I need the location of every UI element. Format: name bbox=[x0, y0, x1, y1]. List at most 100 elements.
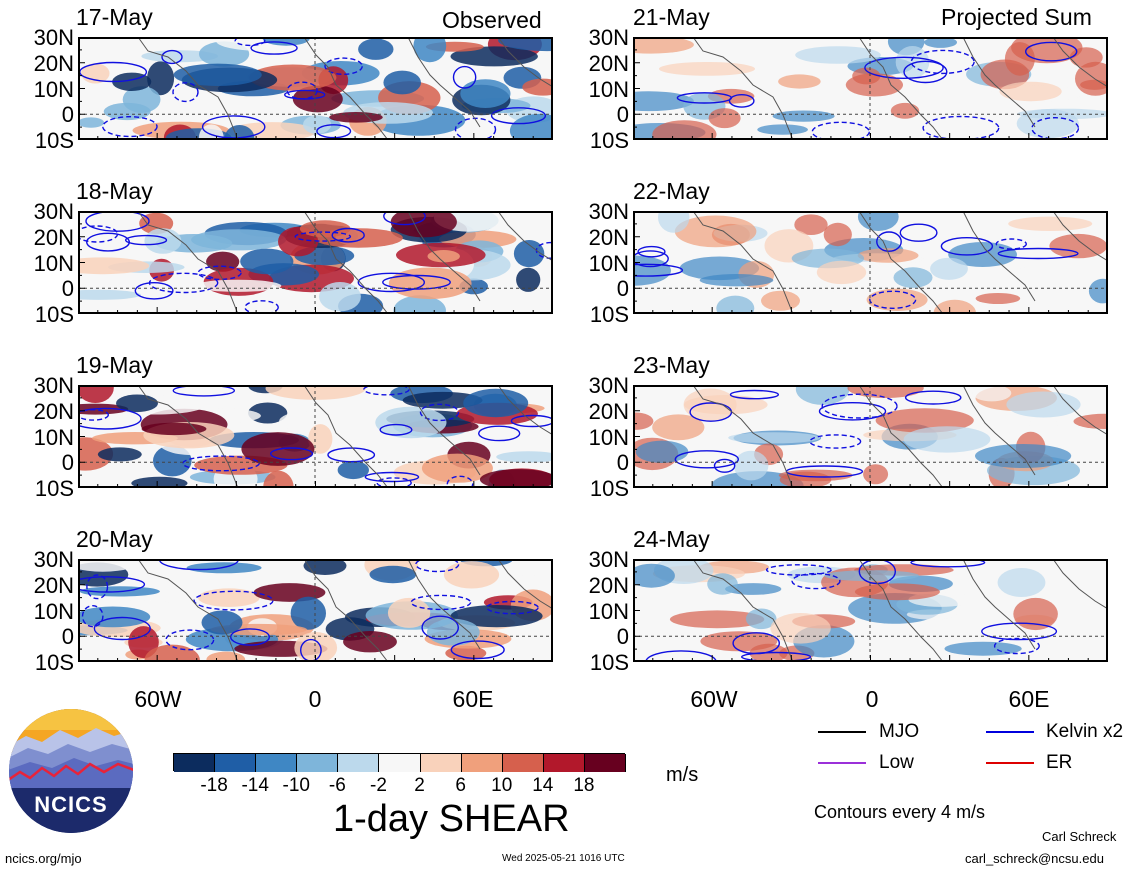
lat-label: 20N bbox=[588, 224, 629, 250]
colorbar-swatch bbox=[543, 754, 585, 772]
contour-note: Contours every 4 m/s bbox=[814, 802, 986, 822]
panel-date-label: 18-May bbox=[76, 178, 153, 204]
legend-line-mjo bbox=[818, 731, 866, 733]
lon-label-60w-right: 60W bbox=[690, 686, 738, 712]
legend-line-er bbox=[986, 762, 1034, 764]
lat-label: 0 bbox=[61, 624, 74, 650]
lat-label: 10S bbox=[589, 476, 629, 501]
footer-author: Carl Schreck bbox=[1042, 829, 1117, 844]
lat-label: 10N bbox=[588, 76, 629, 102]
lat-label: 0 bbox=[61, 450, 74, 476]
legend-line-low bbox=[818, 762, 866, 764]
lat-label: 10S bbox=[34, 128, 74, 153]
colorbar-swatch bbox=[461, 754, 503, 772]
shear-map-panel bbox=[633, 37, 1108, 140]
lat-label: 0 bbox=[616, 276, 629, 302]
panel-date-label: 22-May bbox=[633, 178, 710, 204]
lat-label: 0 bbox=[61, 276, 74, 302]
legend-label-kelvin: Kelvin x2 bbox=[1046, 721, 1124, 742]
lon-label-0-right: 0 bbox=[865, 686, 879, 712]
panel-date-label: 20-May bbox=[76, 526, 153, 552]
panel-date-label: 21-May bbox=[633, 4, 710, 30]
shear-map-panel bbox=[633, 559, 1108, 662]
lat-label: 20N bbox=[33, 572, 74, 598]
colorbar-swatch bbox=[502, 754, 544, 772]
lon-label-60e-left: 60E bbox=[452, 686, 494, 712]
lat-label: 30N bbox=[588, 25, 629, 50]
lat-label: 10N bbox=[33, 76, 74, 102]
lat-label: 10S bbox=[589, 650, 629, 675]
lat-label: 10N bbox=[33, 424, 74, 450]
lat-label: 20N bbox=[588, 398, 629, 424]
colorbar-swatch bbox=[174, 754, 216, 772]
footer-email[interactable]: carl_schreck@ncsu.edu bbox=[965, 851, 1104, 866]
footer-url[interactable]: ncics.org/mjo bbox=[5, 851, 82, 866]
shear-map-panel bbox=[633, 385, 1108, 488]
panel-date-label: 17-May bbox=[76, 4, 153, 30]
footer-timestamp: Wed 2025-05-21 1016 UTC bbox=[502, 853, 625, 864]
panel-date-label: 19-May bbox=[76, 352, 153, 378]
colorbar-tick-label: -2 bbox=[370, 775, 387, 796]
colorbar-swatch bbox=[338, 754, 380, 772]
ncics-logo-graphic bbox=[9, 709, 133, 833]
logo-text: NCICS bbox=[34, 792, 108, 817]
colorbar-title: 1-day SHEAR bbox=[333, 798, 570, 840]
lat-label: 30N bbox=[33, 199, 74, 224]
colorbar-swatch bbox=[256, 754, 298, 772]
legend-line-kelvin bbox=[986, 731, 1034, 733]
shear-map-panel bbox=[633, 211, 1108, 314]
colorbar-swatch bbox=[584, 754, 626, 772]
lat-label: 0 bbox=[61, 102, 74, 128]
lat-label: 30N bbox=[33, 547, 74, 572]
colorbar-units: m/s bbox=[666, 764, 699, 786]
lat-label: 30N bbox=[33, 373, 74, 398]
lon-label-60w-left: 60W bbox=[134, 686, 182, 712]
ncics-logo: NCICS bbox=[8, 708, 134, 834]
panel-date-label: 23-May bbox=[633, 352, 710, 378]
colorbar-swatch bbox=[420, 754, 462, 772]
colorbar-tick-label: -14 bbox=[241, 775, 269, 796]
lat-label: 20N bbox=[33, 224, 74, 250]
colorbar-tick-label: -6 bbox=[328, 775, 346, 796]
legend-label-low: Low bbox=[879, 752, 914, 773]
lat-label: 20N bbox=[33, 398, 74, 424]
lat-label: 10N bbox=[588, 598, 629, 624]
lat-label: 10N bbox=[33, 598, 74, 624]
column-header-observed: Observed bbox=[442, 7, 542, 33]
colorbar-tick-label: 6 bbox=[455, 775, 466, 796]
legend-label-er: ER bbox=[1046, 752, 1073, 773]
lat-label: 10S bbox=[34, 650, 74, 675]
lat-label: 30N bbox=[588, 547, 629, 572]
shear-map-panel bbox=[78, 559, 553, 662]
lat-label: 30N bbox=[588, 373, 629, 398]
lat-label: 10S bbox=[589, 128, 629, 153]
lat-label: 0 bbox=[616, 102, 629, 128]
lat-label: 30N bbox=[588, 199, 629, 224]
shear-map-panel bbox=[78, 37, 553, 140]
lat-label: 10N bbox=[33, 250, 74, 276]
shear-map-panel bbox=[78, 385, 553, 488]
colorbar-swatch bbox=[215, 754, 257, 772]
lat-label: 20N bbox=[588, 572, 629, 598]
lat-label: 10S bbox=[34, 302, 74, 327]
colorbar-tick-label: 14 bbox=[532, 775, 554, 796]
lat-label: 20N bbox=[33, 50, 74, 76]
column-header-projected: Projected Sum bbox=[941, 4, 1092, 30]
panel-date-label: 24-May bbox=[633, 526, 710, 552]
lon-label-0-left: 0 bbox=[308, 686, 322, 712]
lat-label: 0 bbox=[616, 450, 629, 476]
colorbar-swatch bbox=[379, 754, 421, 772]
colorbar-tick-label: 10 bbox=[491, 775, 513, 796]
lat-label: 20N bbox=[588, 50, 629, 76]
colorbar-tick-label: -18 bbox=[200, 775, 228, 796]
lat-label: 10N bbox=[588, 424, 629, 450]
lat-label: 10S bbox=[589, 302, 629, 327]
lat-label: 10S bbox=[34, 476, 74, 501]
lon-label-60e-right: 60E bbox=[1008, 686, 1050, 712]
colorbar-swatch bbox=[297, 754, 339, 772]
colorbar-tick-label: 18 bbox=[573, 775, 595, 796]
colorbar-tick-label: 2 bbox=[414, 775, 425, 796]
lat-label: 30N bbox=[33, 25, 74, 50]
colorbar-tick-label: -10 bbox=[282, 775, 310, 796]
shear-map-panel bbox=[78, 211, 553, 314]
